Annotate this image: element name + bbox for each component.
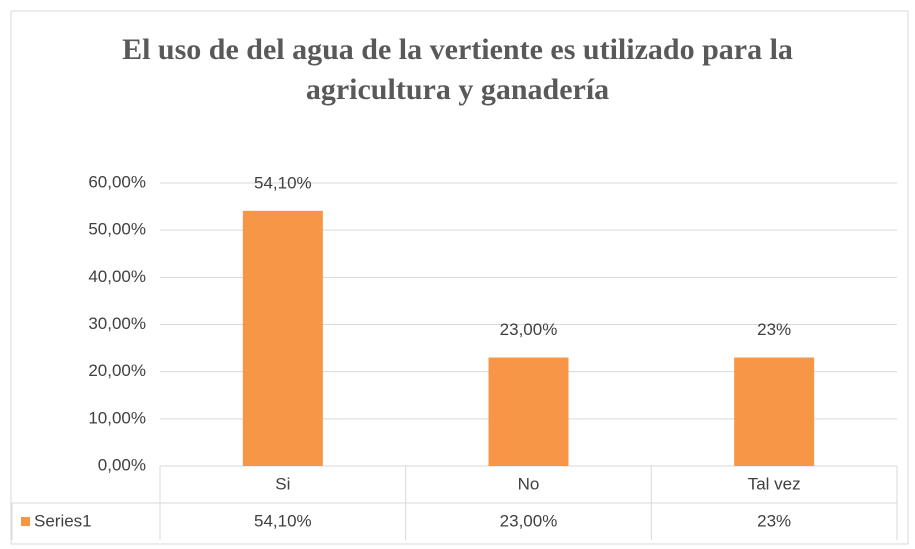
x-tick-label: Si: [275, 474, 290, 493]
x-tick-label: No: [518, 474, 540, 493]
y-tick-label: 20,00%: [88, 361, 146, 380]
bar: [488, 357, 569, 466]
legend-label: Series1: [34, 511, 92, 530]
table-value: 23%: [757, 511, 791, 530]
y-tick-label: 50,00%: [88, 220, 146, 239]
x-tick-label: Tal vez: [748, 474, 801, 493]
chart-border: [10, 10, 909, 545]
data-label: 23,00%: [500, 320, 558, 339]
y-tick-label: 0,00%: [98, 455, 146, 474]
legend-swatch: [21, 517, 30, 526]
bar: [734, 357, 815, 466]
data-label: 23%: [757, 320, 791, 339]
table-value: 54,10%: [254, 511, 312, 530]
y-tick-label: 60,00%: [88, 172, 146, 191]
bar: [242, 210, 323, 466]
chart-title: El uso de del agua de la vertiente es ut…: [122, 33, 793, 106]
data-label: 54,10%: [254, 173, 312, 192]
y-tick-label: 10,00%: [88, 408, 146, 427]
y-tick-label: 30,00%: [88, 314, 146, 333]
table-value: 23,00%: [500, 511, 558, 530]
y-tick-label: 40,00%: [88, 267, 146, 286]
